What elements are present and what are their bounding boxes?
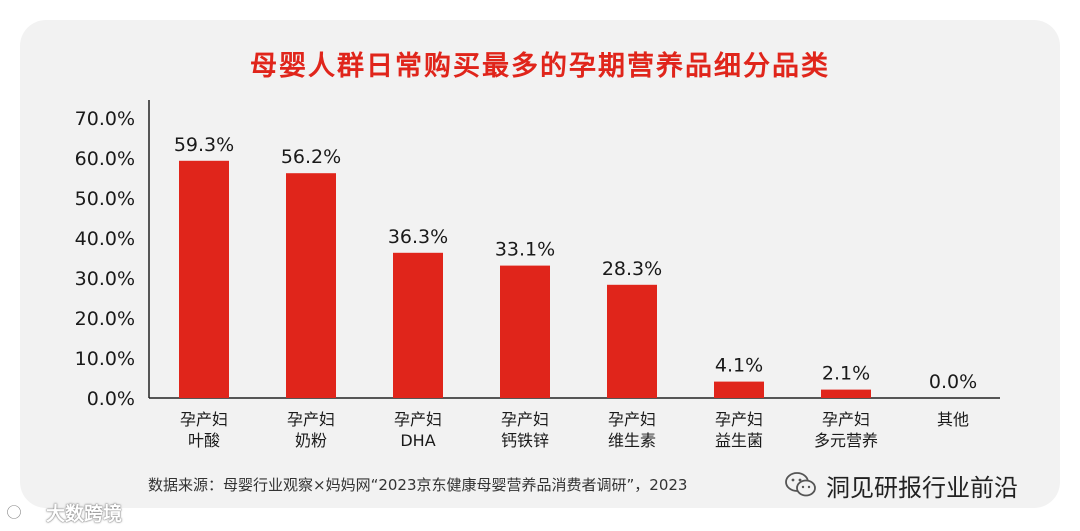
y-tick-label: 0.0% <box>87 388 135 410</box>
source-note: 数据来源：母婴行业观察×妈妈网“2023京东健康母婴营养品消费者调研”，2023 <box>148 476 688 494</box>
category-label: 孕产妇 <box>822 410 870 429</box>
bar <box>179 160 229 398</box>
bar <box>821 389 871 398</box>
category-label: 孕产妇 <box>715 410 763 429</box>
data-label: 0.0% <box>929 371 977 393</box>
category-label: DHA <box>400 431 435 450</box>
data-label: 36.3% <box>388 226 448 248</box>
bar <box>500 265 550 398</box>
wechat-icon <box>785 472 816 497</box>
bar <box>714 381 764 398</box>
data-label: 28.3% <box>602 258 662 280</box>
data-label: 33.1% <box>495 239 555 261</box>
brand-logo-icon <box>6 504 40 520</box>
category-label: 奶粉 <box>295 431 327 450</box>
category-label: 益生菌 <box>715 431 763 450</box>
category-label: 孕产妇 <box>180 410 228 429</box>
category-label: 钙铁锌 <box>501 431 549 450</box>
y-tick-label: 30.0% <box>75 268 135 290</box>
data-label: 59.3% <box>174 134 234 156</box>
chart-title: 母婴人群日常购买最多的孕期营养品细分品类 <box>250 51 830 82</box>
brand-name: 大数跨境 <box>46 502 123 525</box>
category-label: 叶酸 <box>188 431 220 450</box>
bar <box>607 284 657 398</box>
category-label: 维生素 <box>608 431 656 450</box>
category-label: 其他 <box>937 410 969 429</box>
category-label: 孕产妇 <box>608 410 656 429</box>
wechat-watermark: 洞见研报行业前沿 <box>784 468 1018 502</box>
y-tick-label: 40.0% <box>75 228 135 250</box>
category-label: 多元营养 <box>814 431 878 450</box>
data-label: 2.1% <box>822 363 870 385</box>
y-tick-label: 60.0% <box>75 148 135 170</box>
y-tick-label: 10.0% <box>75 348 135 370</box>
category-label: 孕产妇 <box>287 410 335 429</box>
data-label: 56.2% <box>281 146 341 168</box>
y-tick-label: 70.0% <box>75 108 135 130</box>
wechat-account-name: 洞见研报行业前沿 <box>826 473 1018 502</box>
bar <box>286 173 336 398</box>
brand-watermark: 大数跨境 <box>6 497 122 527</box>
y-tick-label: 50.0% <box>75 188 135 210</box>
data-label: 4.1% <box>715 355 763 377</box>
category-label: 孕产妇 <box>501 410 549 429</box>
y-tick-label: 20.0% <box>75 308 135 330</box>
category-label: 孕产妇 <box>394 410 442 429</box>
bar <box>393 252 443 398</box>
